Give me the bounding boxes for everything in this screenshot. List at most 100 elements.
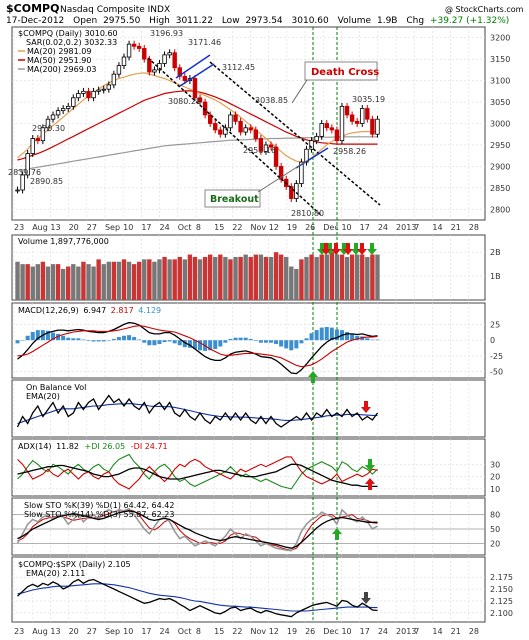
x-tick-label: Nov: [251, 627, 267, 636]
value-label: 3171.46: [188, 38, 221, 47]
macd-hist-bar: [66, 337, 71, 341]
macd-hist-bar: [132, 337, 137, 341]
macd-y-tick: 25: [490, 320, 500, 329]
macd-hist-bar: [137, 339, 142, 341]
sto-k14-line: [16, 507, 378, 552]
macd-hist-bar: [101, 340, 106, 342]
volume-bar: [299, 259, 304, 300]
x-tick-label: 17: [360, 223, 370, 232]
macd-hist-bar: [157, 340, 162, 344]
adx-panel: [11, 438, 486, 497]
price-candle: [15, 189, 20, 192]
price-y-tick: 2950: [490, 141, 510, 150]
volume-bar: [253, 254, 258, 300]
volume-bar: [289, 266, 294, 300]
price-candle: [233, 114, 238, 122]
volume-bar: [213, 256, 218, 300]
volume-bar: [309, 254, 314, 300]
macd-y-tick: 0: [490, 336, 495, 345]
volume-bar: [177, 256, 182, 300]
adx-y-tick: 20: [490, 473, 500, 482]
price-candle: [86, 90, 91, 99]
adx-line: [17, 463, 378, 488]
macd-hist-bar: [269, 340, 274, 343]
volume-y-tick: 1B: [490, 272, 501, 281]
price-candle: [253, 129, 258, 139]
x-tick-label: 24: [160, 223, 170, 232]
legend-sar: SAR(0.02,0.2) 3032.33: [26, 38, 117, 47]
upper-channel-line: [209, 61, 381, 206]
volume-bar: [339, 254, 345, 300]
macd-hist-bar: [253, 340, 258, 341]
price-candle: [111, 73, 117, 86]
stats-high: 3011.22: [176, 16, 213, 26]
macd-hist-bar: [284, 340, 289, 349]
volume-bar: [152, 261, 157, 300]
volume-bar: [30, 266, 35, 300]
volume-layer: [15, 252, 380, 300]
obv-panel: [11, 379, 486, 438]
x-tick-label: 28: [469, 627, 479, 636]
volume-bar: [223, 256, 228, 300]
legend-ratio-ema: EMA(20) 2.111: [26, 569, 85, 578]
volume-bar: [218, 254, 223, 300]
value-label: 3038.85: [255, 96, 288, 105]
volume-bar: [349, 254, 355, 300]
volume-bar: [273, 252, 279, 300]
x-tick-label: 8: [196, 223, 201, 232]
macd-y-tick: -50: [490, 368, 503, 377]
price-candle: [370, 118, 375, 135]
x-tick-label: 14: [432, 627, 442, 636]
price-candle: [223, 127, 228, 135]
x-tick-label: 22: [232, 223, 242, 232]
macd-hist-bar: [167, 340, 172, 342]
macd-hist-bar: [309, 333, 314, 341]
macd-hist-bar: [61, 335, 66, 341]
x-tick-label: 19: [287, 627, 297, 636]
price-candle: [50, 114, 56, 120]
macd-hist-bar: [233, 337, 238, 341]
macd-hist-bar: [263, 340, 268, 343]
volume-bar: [354, 254, 360, 300]
price-candle: [289, 186, 294, 199]
adx-y-tick: 10: [490, 485, 500, 494]
x-tick-label: 21: [451, 627, 461, 636]
value-label: 3035.19: [352, 95, 385, 104]
macd-hist-bar: [289, 340, 294, 351]
price-candle: [329, 127, 335, 131]
adx-layer: [17, 453, 378, 490]
volume-bar: [162, 256, 167, 300]
x-tick-label: 10: [123, 223, 133, 232]
price-candle: [182, 75, 188, 82]
price-candle: [96, 89, 101, 92]
x-tick-label: 24: [378, 223, 388, 232]
price-candle: [45, 118, 51, 129]
legend-ma20: MA(20) 2981.09: [27, 47, 91, 56]
legend-price: $COMPQ (Daily) 3010.60: [18, 29, 118, 38]
x-tick-label: Sep: [105, 223, 120, 232]
ratio-y-tick: 2.150: [490, 585, 513, 594]
volume-bar: [268, 256, 274, 300]
x-tick-label: 10: [341, 627, 351, 636]
x-tick-label: 14: [432, 223, 442, 232]
x-tick-label: 24: [160, 627, 170, 636]
x-tick-label: Sep: [105, 627, 120, 636]
price-y-tick: 2800: [490, 205, 510, 214]
x-tick-label: Aug: [32, 223, 48, 232]
watermark: @ StockCharts.com: [445, 5, 524, 14]
price-candle: [142, 48, 147, 60]
price-y-tick: 3150: [490, 55, 510, 64]
price-candle: [324, 123, 329, 129]
sto-y-tick: 80: [490, 511, 500, 520]
price-candle: [197, 97, 203, 103]
price-y-tick: 2850: [490, 184, 510, 193]
volume-bar: [147, 259, 152, 300]
macd-hist-bar: [86, 340, 91, 341]
price-candle: [344, 105, 350, 116]
x-tick-label: 2013: [396, 627, 416, 636]
macd-hist-bar: [51, 332, 56, 341]
macd-hist-bar: [162, 340, 167, 343]
volume-signal-arrow: [357, 243, 367, 255]
x-tick-label: Dec: [323, 627, 338, 636]
